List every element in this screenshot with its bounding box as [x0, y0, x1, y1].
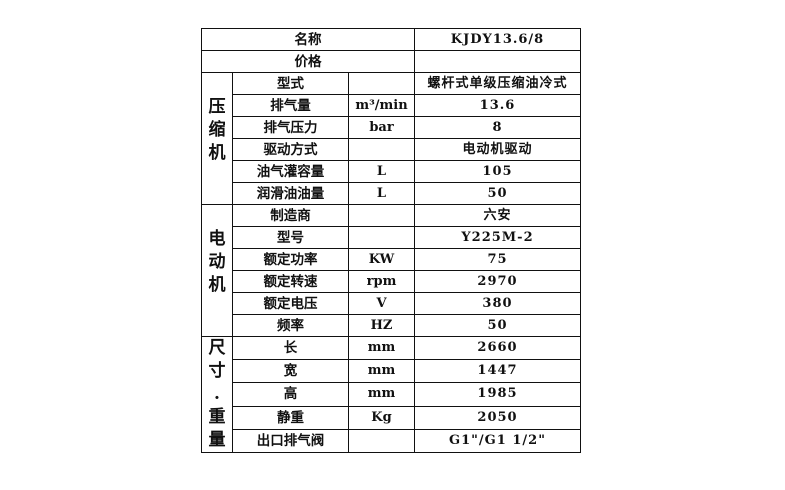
- row-unit: m³/min: [348, 94, 415, 117]
- name-label: 名称: [201, 28, 415, 51]
- row-label: 型式: [232, 72, 349, 95]
- row-label: 额定转速: [232, 270, 349, 293]
- row-value: 螺杆式单级压缩油冷式: [414, 72, 581, 95]
- price-row: 价格: [201, 50, 581, 73]
- row-label: 润滑油油量: [232, 182, 349, 205]
- row-unit: Kg: [348, 405, 415, 430]
- row-unit: V: [348, 292, 415, 315]
- row-unit: L: [348, 182, 415, 205]
- table-row: 高 mm 1985: [202, 382, 581, 407]
- table-row: 出口排气阀 G1"/G1 1/2": [202, 428, 581, 454]
- row-value: Y225M-2: [414, 226, 581, 249]
- row-value: 13.6: [414, 94, 581, 117]
- price-value: [414, 50, 581, 73]
- row-unit: [348, 138, 415, 161]
- table-row: 驱动方式 电动机驱动: [202, 138, 581, 161]
- row-unit: mm: [348, 382, 415, 407]
- row-value: 8: [414, 116, 581, 139]
- row-unit: rpm: [348, 270, 415, 293]
- group-title: 压缩机: [208, 97, 226, 163]
- row-unit: KW: [348, 248, 415, 271]
- row-unit: L: [348, 160, 415, 183]
- table-row: 频率 HZ 50: [202, 314, 581, 337]
- row-unit: bar: [348, 116, 415, 139]
- row-unit: HZ: [348, 314, 415, 337]
- group-title-cell: 尺寸.重量: [201, 336, 233, 453]
- table-row: 压缩机 型式 螺杆式单级压缩油冷式: [201, 72, 581, 205]
- table-row: 型号 Y225M-2: [202, 226, 581, 249]
- row-value: 50: [414, 182, 581, 205]
- spec-table: 名称 KJDY13.6/8 价格 压缩机 型式 螺杆式单级压缩油冷式 排气量 m³/mi…: [201, 28, 581, 454]
- row-value: 105: [414, 160, 581, 183]
- row-label: 额定功率: [232, 248, 349, 271]
- name-value: KJDY13.6/8: [414, 28, 581, 51]
- table-row: 宽 mm 1447: [202, 359, 581, 384]
- table-row: 额定功率 KW 75: [202, 248, 581, 271]
- row-label: 油气灌容量: [232, 160, 349, 183]
- row-label: 长: [232, 335, 349, 361]
- row-value: 电动机驱动: [414, 138, 581, 161]
- row-unit: mm: [348, 359, 415, 384]
- row-label: 制造商: [232, 204, 349, 227]
- row-value: 2050: [414, 405, 581, 430]
- row-value: 1985: [414, 382, 581, 407]
- row-label: 出口排气阀: [232, 428, 349, 454]
- row-unit: mm: [348, 335, 415, 361]
- row-unit: [348, 204, 415, 227]
- row-value: 六安: [414, 204, 581, 227]
- row-unit: [348, 72, 415, 95]
- table-row: 排气量 m³/min 13.6: [202, 94, 581, 117]
- table-row: 尺寸.重量长 mm 2660: [201, 335, 581, 453]
- group-title-cell: 电动机: [201, 204, 233, 337]
- row-value: 380: [414, 292, 581, 315]
- table-row: 电动机 制造商 六安: [201, 204, 581, 337]
- table-row: 油气灌容量 L 105: [202, 160, 581, 183]
- table-row: 静重 Kg 2050: [202, 405, 581, 430]
- row-value: G1"/G1 1/2": [414, 428, 581, 454]
- row-label: 频率: [232, 314, 349, 337]
- row-label: 额定电压: [232, 292, 349, 315]
- group-title: 电动机: [208, 229, 226, 295]
- table-row: 额定电压 V 380: [202, 292, 581, 315]
- row-unit: [348, 226, 415, 249]
- table-row: 润滑油油量 L 50: [202, 182, 581, 205]
- name-row: 名称 KJDY13.6/8: [201, 28, 581, 51]
- table-row: 排气压力 bar 8: [202, 116, 581, 139]
- row-label: 排气压力: [232, 116, 349, 139]
- price-label: 价格: [201, 50, 415, 73]
- group-title-cell: 压缩机: [201, 72, 233, 205]
- table-row: 额定转速 rpm 2970: [202, 270, 581, 293]
- row-label: 驱动方式: [232, 138, 349, 161]
- row-label: 静重: [232, 405, 349, 430]
- row-value: 2660: [414, 335, 581, 361]
- row-unit: [348, 428, 415, 454]
- row-value: 75: [414, 248, 581, 271]
- row-label: 排气量: [232, 94, 349, 117]
- row-value: 2970: [414, 270, 581, 293]
- row-value: 50: [414, 314, 581, 337]
- row-label: 高: [232, 382, 349, 407]
- group-title: 尺寸.重量: [208, 338, 226, 450]
- row-value: 1447: [414, 359, 581, 384]
- row-label: 宽: [232, 359, 349, 384]
- row-label: 型号: [232, 226, 349, 249]
